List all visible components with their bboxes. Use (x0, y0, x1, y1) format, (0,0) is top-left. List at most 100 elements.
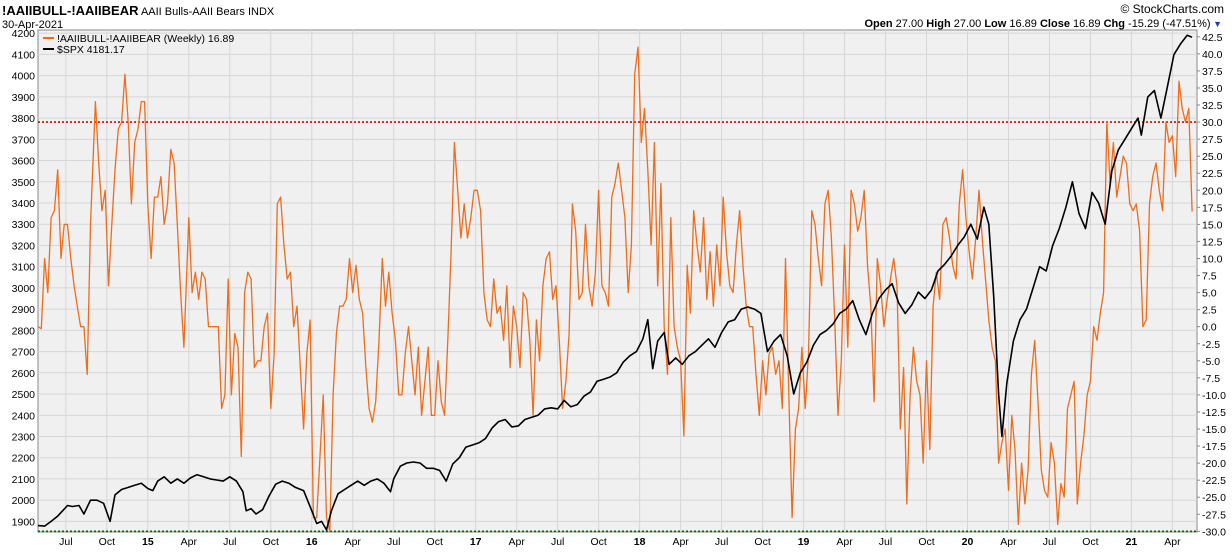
left-tick-label: 2600 (12, 368, 36, 380)
right-tick-label: 22.5 (1202, 168, 1223, 180)
series-line-1 (37, 34, 1193, 531)
right-tick-label: 27.5 (1202, 134, 1223, 146)
left-tick-label: 2100 (12, 474, 36, 486)
x-tick-label: Jul (715, 536, 728, 548)
right-tick-label: -27.5 (1202, 509, 1226, 521)
series-line-0 (37, 46, 1193, 532)
right-tick-label: -17.5 (1202, 441, 1226, 453)
right-tick-label: 17.5 (1202, 202, 1223, 214)
x-tick-label: Apr (1000, 536, 1017, 548)
right-tick-label: 32.5 (1202, 100, 1223, 112)
ohlc-value-low: 16.89 (1009, 18, 1037, 30)
left-tick-label: 3600 (12, 156, 36, 168)
x-tick-label: 18 (634, 536, 646, 548)
right-tick-label: -5.0 (1202, 356, 1220, 368)
x-tick-label: Apr (836, 536, 853, 548)
left-tick-label: 3400 (12, 198, 36, 210)
left-tick-label: 3700 (12, 134, 36, 146)
x-tick-label: Apr (181, 536, 198, 548)
x-tick-label: Apr (509, 536, 526, 548)
left-tick-label: 4200 (12, 28, 36, 40)
right-tick-label: -20.0 (1202, 458, 1226, 470)
right-tick-label: -2.5 (1202, 339, 1220, 351)
x-tick-label: Apr (345, 536, 362, 548)
ohlc-readout: Open 27.00 High 27.00 Low 16.89 Close 16… (864, 18, 1222, 30)
x-tick-label: Jul (879, 536, 892, 548)
x-tick-label: Oct (1082, 536, 1098, 548)
x-tick-label: Jul (59, 536, 72, 548)
right-tick-label: 10.0 (1202, 253, 1223, 265)
x-tick-label: 16 (306, 536, 318, 548)
left-tick-label: 2200 (12, 453, 36, 465)
dropdown-arrow-icon[interactable]: ▼ (1210, 19, 1222, 29)
left-tick-label: 3800 (12, 113, 36, 125)
left-tick-label: 2300 (12, 431, 36, 443)
symbol-name: AAII Bulls-AAII Bears (140, 6, 245, 18)
ohlc-value-close: 16.89 (1073, 18, 1101, 30)
right-tick-label: 2.5 (1202, 305, 1217, 317)
left-tick-label: 3500 (12, 177, 36, 189)
right-tick-label: -12.5 (1202, 407, 1226, 419)
x-tick-label: Jul (223, 536, 236, 548)
x-tick-label: 21 (1126, 536, 1138, 548)
right-tick-label: 20.0 (1202, 185, 1223, 197)
x-tick-label: Oct (427, 536, 443, 548)
right-tick-label: 12.5 (1202, 236, 1223, 248)
left-tick-label: 2400 (12, 410, 36, 422)
x-tick-label: 20 (962, 536, 974, 548)
x-tick-label: Oct (918, 536, 934, 548)
x-tick-label: 19 (798, 536, 810, 548)
left-tick-label: 3900 (12, 92, 36, 104)
right-tick-label: 30.0 (1202, 117, 1223, 129)
ohlc-label-low: Low (981, 18, 1010, 30)
x-tick-label: Apr (1164, 536, 1181, 548)
chart-symbol: !AAIIBULL-!AAIIBEAR AAII Bulls-AAII Bear… (2, 3, 274, 18)
x-tick-label: Jul (551, 536, 564, 548)
left-tick-label: 3100 (12, 262, 36, 274)
ohlc-label-open: Open (864, 18, 896, 30)
x-tick-label: Oct (99, 536, 115, 548)
chart-date: 30-Apr-2021 (2, 19, 64, 31)
left-tick-label: 2000 (12, 495, 36, 507)
left-tick-label: 2900 (12, 304, 36, 316)
ohlc-label-high: High (923, 18, 954, 30)
x-tick-label: Oct (590, 536, 606, 548)
left-tick-label: 2700 (12, 347, 36, 359)
right-tick-label: 42.5 (1202, 32, 1223, 44)
plot-area (37, 29, 1198, 533)
right-tick-label: 5.0 (1202, 288, 1217, 300)
symbol: !AAIIBULL-!AAIIBEAR (2, 3, 139, 18)
right-tick-label: 40.0 (1202, 49, 1223, 61)
left-tick-label: 4100 (12, 49, 36, 61)
left-tick-label: 4000 (12, 71, 36, 83)
right-tick-label: 15.0 (1202, 219, 1223, 231)
ohlc-value-chg: -15.29 (-47.51%) (1128, 18, 1211, 30)
watermark: © StockCharts.com (1120, 2, 1224, 16)
x-tick-label: 17 (470, 536, 482, 548)
ohlc-value-high: 27.00 (953, 18, 982, 30)
legend-entry: $SPX 4181.17 (57, 44, 125, 56)
ohlc-label-chg: Chg (1100, 18, 1129, 30)
left-tick-label: 2800 (12, 325, 36, 337)
right-tick-label: 7.5 (1202, 271, 1217, 283)
right-tick-label: -30.0 (1202, 526, 1226, 538)
right-tick-label: -25.0 (1202, 492, 1226, 504)
right-tick-label: -10.0 (1202, 390, 1226, 402)
right-tick-label: 37.5 (1202, 66, 1223, 78)
right-tick-label: 0.0 (1202, 322, 1217, 334)
legend-entry: !AAIIBULL-!AAIIBEAR (Weekly) 16.89 (57, 33, 234, 45)
left-tick-label: 2500 (12, 389, 36, 401)
left-tick-label: 3000 (12, 283, 36, 295)
x-tick-label: 15 (142, 536, 154, 548)
x-tick-label: Jul (387, 536, 400, 548)
x-tick-label: Apr (672, 536, 689, 548)
right-tick-label: 25.0 (1202, 151, 1223, 163)
left-tick-label: 3300 (12, 219, 36, 231)
ohlc-value-open: 27.00 (895, 18, 924, 30)
right-tick-label: -22.5 (1202, 475, 1226, 487)
left-tick-label: 3200 (12, 240, 36, 252)
exchange: INDX (247, 6, 275, 18)
right-tick-label: -7.5 (1202, 373, 1220, 385)
ohlc-label-close: Close (1036, 18, 1073, 30)
